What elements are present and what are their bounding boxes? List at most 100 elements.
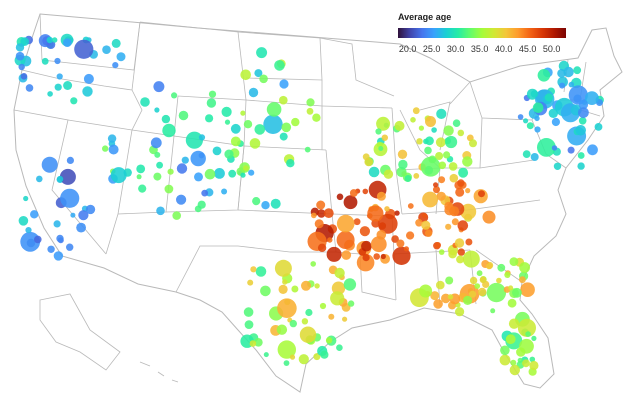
age-bubble: [585, 91, 599, 105]
age-bubble: [112, 62, 119, 69]
age-bubble: [551, 145, 558, 151]
age-bubble: [316, 200, 326, 210]
age-bubble: [249, 138, 261, 149]
age-bubble: [559, 82, 566, 89]
age-bubble: [30, 210, 39, 219]
age-bubble: [433, 299, 443, 309]
age-bubble: [301, 318, 309, 325]
age-bubble: [530, 90, 539, 98]
age-bubble: [544, 93, 554, 102]
legend-color-bar: [398, 28, 566, 38]
legend-title: Average age: [398, 12, 452, 22]
age-bubble: [140, 97, 150, 107]
age-bubble: [377, 213, 398, 234]
age-bubble: [221, 106, 232, 117]
state-border: [139, 361, 179, 383]
age-bubble: [454, 238, 465, 248]
age-bubble: [254, 124, 266, 135]
age-bubble: [263, 114, 283, 134]
state-border: [39, 293, 121, 371]
age-bubble: [305, 308, 313, 317]
age-bubble: [214, 168, 225, 179]
age-bubble: [306, 107, 314, 115]
age-bubble: [167, 168, 174, 175]
age-bubble: [435, 152, 444, 160]
age-bubble: [516, 347, 526, 357]
age-bubble: [270, 198, 281, 209]
age-bubble: [301, 280, 311, 291]
age-bubble: [433, 182, 439, 188]
age-bubble: [240, 110, 246, 116]
age-bubble: [457, 248, 465, 256]
age-bubble: [551, 117, 561, 127]
state-border: [13, 109, 107, 255]
age-bubble: [463, 295, 473, 305]
age-bubble: [283, 360, 290, 366]
age-bubble: [47, 245, 55, 253]
age-bubble: [448, 249, 457, 259]
age-bubble: [452, 119, 461, 127]
state-border: [237, 31, 323, 81]
age-bubble: [336, 344, 343, 352]
age-bubble: [396, 239, 405, 248]
age-bubble: [370, 236, 387, 253]
age-bubble: [230, 123, 241, 134]
age-bubble: [368, 166, 380, 178]
age-bubble: [82, 86, 93, 97]
age-bubble: [342, 316, 348, 322]
age-bubble: [407, 203, 414, 209]
age-bubble: [438, 176, 446, 184]
age-bubble: [319, 302, 327, 310]
age-bubble: [47, 91, 53, 97]
age-bubble: [204, 168, 216, 180]
age-bubble: [336, 214, 355, 233]
age-bubble: [323, 208, 334, 219]
age-bubble: [320, 350, 329, 359]
age-bubble: [66, 243, 74, 251]
age-bubble: [497, 263, 506, 272]
age-bubble: [449, 206, 460, 217]
state-border: [435, 249, 441, 307]
age-bubble: [176, 194, 187, 205]
age-bubble: [54, 83, 62, 91]
age-bubble: [526, 122, 534, 130]
age-bubble: [70, 97, 78, 105]
age-bubble: [398, 159, 408, 170]
age-bubble: [317, 243, 327, 252]
age-bubble: [336, 231, 355, 249]
age-bubble: [56, 175, 64, 183]
age-bubble: [343, 195, 358, 210]
age-bubble: [438, 161, 447, 170]
age-bubble: [443, 151, 451, 159]
age-bubble: [205, 114, 214, 123]
age-bubble: [256, 47, 268, 59]
age-bubble: [356, 253, 375, 272]
age-bubble: [243, 120, 253, 129]
age-bubble: [60, 188, 80, 208]
age-bubble: [164, 184, 174, 194]
age-bubble: [500, 345, 510, 356]
age-bubble: [457, 220, 469, 231]
age-bubble: [198, 134, 206, 141]
age-bubble: [455, 307, 465, 317]
age-bubble: [435, 137, 446, 148]
age-bubble: [430, 291, 440, 301]
state-border: [21, 69, 133, 91]
age-bubble: [260, 285, 271, 297]
age-bubble: [505, 334, 516, 345]
age-bubble: [508, 318, 520, 329]
age-bubble: [181, 156, 189, 164]
age-bubble: [310, 261, 317, 267]
age-bubble: [240, 172, 246, 178]
age-bubble: [410, 117, 416, 123]
age-bubble: [384, 206, 390, 212]
age-bubble: [462, 250, 480, 268]
age-bubble: [486, 282, 507, 303]
age-bubble: [46, 36, 53, 44]
age-bubble: [510, 359, 517, 366]
age-bubble: [278, 284, 288, 294]
age-bubble: [563, 66, 574, 78]
age-bubble: [478, 190, 485, 198]
age-bubble: [534, 126, 541, 133]
